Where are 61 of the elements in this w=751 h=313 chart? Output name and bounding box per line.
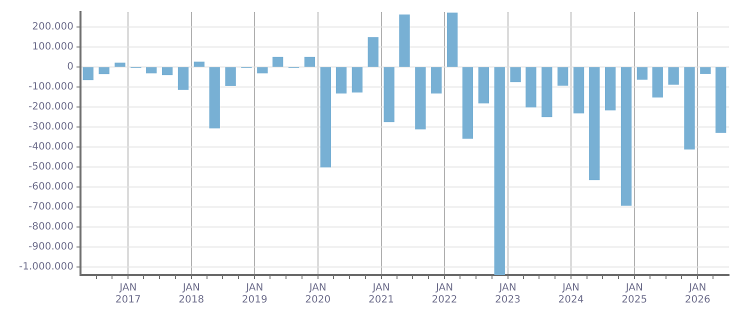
bar — [573, 67, 584, 114]
bar — [478, 67, 489, 104]
bar — [114, 62, 126, 67]
y-tick-label: 100.000 — [32, 42, 74, 53]
bar — [399, 14, 410, 67]
bar — [336, 67, 347, 94]
bar — [146, 67, 157, 74]
bar — [604, 67, 616, 110]
y-tick-label: -700.000 — [28, 202, 74, 213]
x-tick-label: JAN 2018 — [178, 282, 204, 306]
bar — [589, 67, 600, 180]
bar — [462, 67, 474, 139]
x-tick-label: JAN 2021 — [368, 282, 394, 306]
bar — [558, 67, 568, 86]
x-tick-label: JAN 2023 — [495, 282, 520, 306]
x-tick-label: JAN 2019 — [242, 282, 268, 306]
bar — [494, 67, 505, 275]
y-tick-label: -100.000 — [28, 82, 74, 93]
bar — [636, 67, 648, 80]
bar — [304, 56, 316, 67]
x-tick-label: JAN 2020 — [305, 282, 331, 306]
y-tick-label: -300.000 — [28, 122, 74, 133]
bar — [257, 67, 268, 74]
bar — [368, 37, 378, 67]
y-tick-label: -500.000 — [28, 162, 74, 173]
bar — [98, 67, 110, 74]
bar — [431, 67, 442, 94]
y-tick-label: -200.000 — [28, 102, 74, 113]
y-tick-label: -400.000 — [28, 142, 74, 153]
bar — [542, 67, 552, 118]
x-tick-label: JAN 2022 — [432, 282, 458, 306]
bar — [652, 67, 663, 98]
bar — [352, 67, 363, 93]
bar — [162, 67, 173, 76]
bar — [620, 67, 632, 206]
x-tick-label: JAN 2024 — [558, 282, 584, 306]
bar — [700, 67, 711, 74]
bar — [684, 67, 695, 150]
x-tick-label: JAN 2026 — [684, 282, 710, 306]
bar — [209, 67, 220, 128]
bar — [415, 67, 426, 130]
bar — [510, 67, 521, 82]
y-tick-label: -900.000 — [28, 242, 74, 253]
x-tick-label: JAN 2025 — [622, 282, 648, 306]
x-tick-label: JAN 2017 — [115, 282, 141, 306]
bar — [526, 67, 536, 108]
bar — [178, 67, 189, 90]
y-tick-label: 0 — [67, 62, 74, 73]
y-tick-label: -1.000.000 — [18, 262, 74, 273]
y-tick-label: -600.000 — [28, 182, 74, 193]
bar — [320, 67, 331, 168]
bar — [225, 67, 236, 86]
bar — [716, 67, 726, 133]
bar — [446, 12, 458, 67]
y-tick-label: 200.000 — [32, 22, 74, 33]
bar — [82, 67, 94, 80]
bar — [272, 56, 284, 67]
y-tick-label: -800.000 — [28, 222, 74, 233]
bar — [384, 67, 394, 122]
bar — [668, 67, 679, 85]
bar — [194, 62, 205, 67]
